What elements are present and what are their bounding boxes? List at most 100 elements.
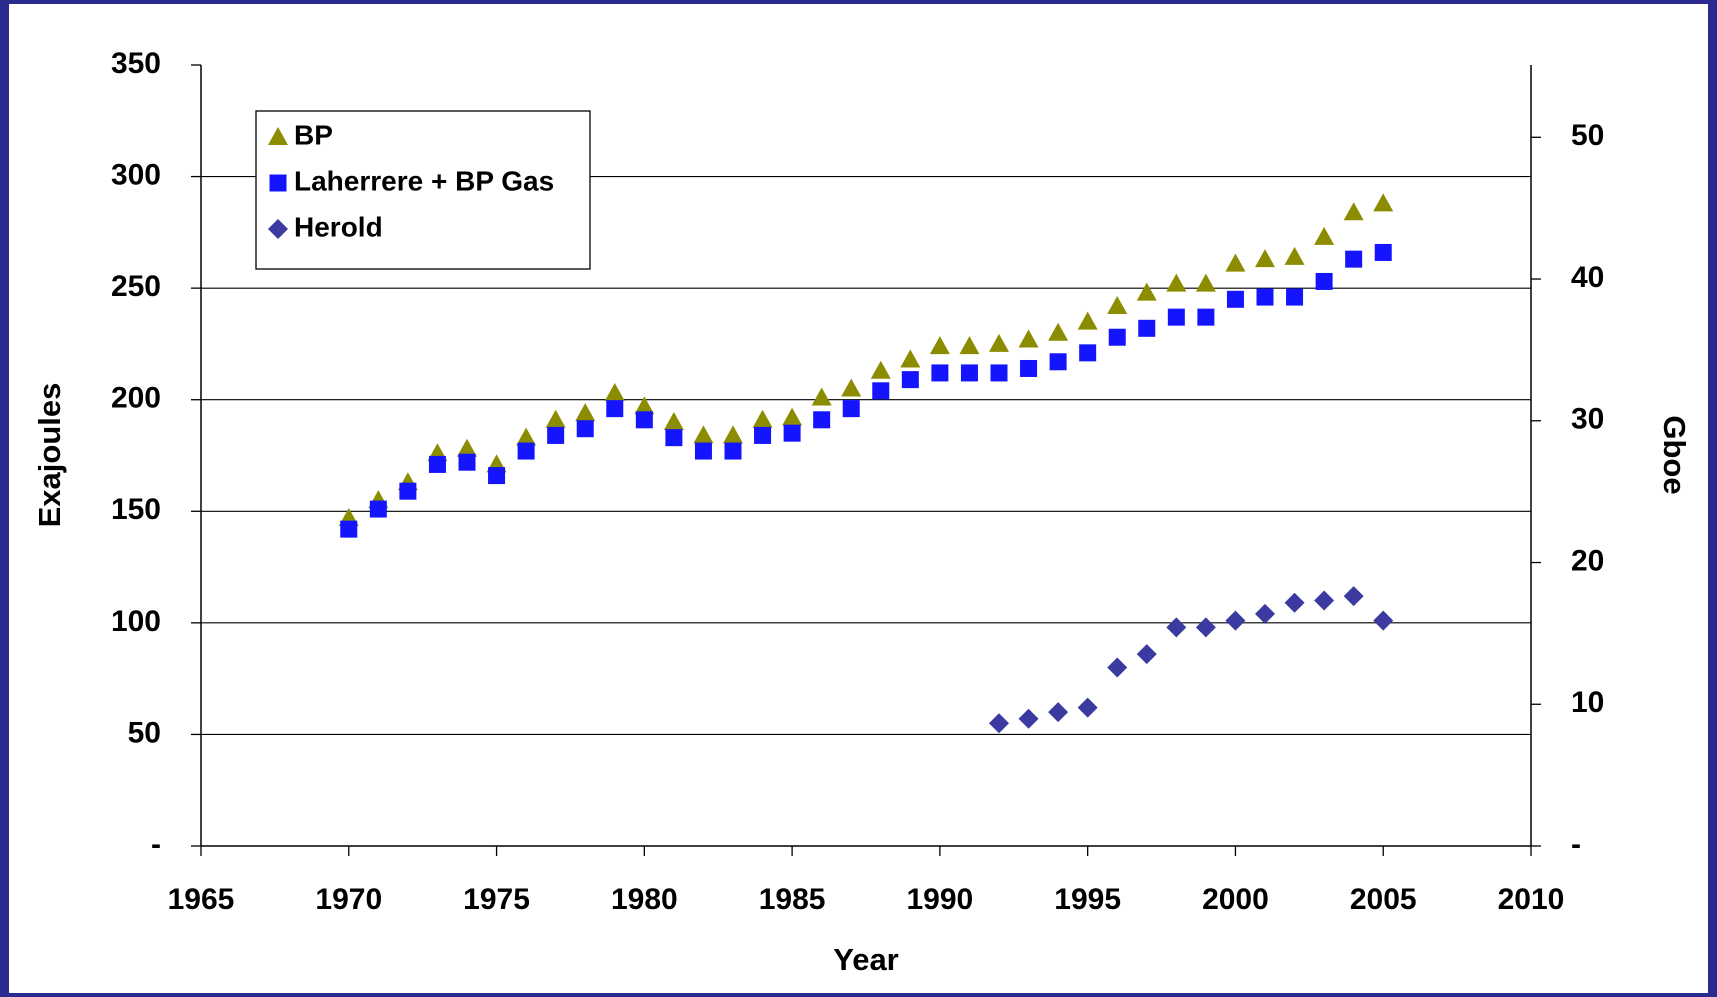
data-point xyxy=(1374,243,1392,261)
legend-label: BP xyxy=(294,119,333,150)
data-point xyxy=(488,467,506,485)
data-point xyxy=(1197,308,1215,326)
data-point xyxy=(989,713,1009,734)
data-point xyxy=(783,424,801,442)
data-point xyxy=(959,336,980,355)
data-point xyxy=(870,360,891,379)
data-point xyxy=(575,403,596,422)
y-tick-label: - xyxy=(151,828,161,861)
y-tick-label: 200 xyxy=(111,382,161,415)
x-tick-label: 2000 xyxy=(1202,883,1269,916)
legend-marker xyxy=(268,219,288,239)
data-point xyxy=(1166,617,1187,638)
y-tick-label: 350 xyxy=(111,47,161,80)
y2-tick-label: 50 xyxy=(1571,119,1604,152)
data-point xyxy=(1136,644,1157,665)
data-point xyxy=(1048,702,1069,723)
x-tick-label: 2005 xyxy=(1350,883,1417,916)
data-point xyxy=(665,429,683,447)
data-point xyxy=(989,333,1009,352)
data-point xyxy=(811,387,832,406)
data-point xyxy=(1255,603,1275,624)
legend-box xyxy=(255,110,591,270)
x-tick-label: 1965 xyxy=(168,883,235,916)
legend-label: Herold xyxy=(294,211,383,242)
data-point xyxy=(340,520,358,538)
data-point xyxy=(752,409,773,428)
data-point xyxy=(841,378,862,397)
data-point xyxy=(1136,282,1157,301)
data-point xyxy=(1108,328,1126,346)
y-tick-label: 250 xyxy=(111,270,161,303)
y2-tick-label: 20 xyxy=(1571,544,1604,577)
x-axis-label: Year xyxy=(833,942,899,977)
legend-marker xyxy=(269,174,287,192)
x-tick-label: 1975 xyxy=(463,883,530,916)
data-point xyxy=(1284,592,1305,613)
x-tick-label: 1995 xyxy=(1054,883,1121,916)
data-point xyxy=(606,400,624,418)
data-point xyxy=(1049,353,1067,371)
data-point xyxy=(1107,295,1128,314)
data-point xyxy=(1166,273,1187,292)
data-point xyxy=(724,442,742,460)
x-tick-label: 1970 xyxy=(315,883,382,916)
data-point xyxy=(1018,329,1039,348)
y2-tick-label: 40 xyxy=(1571,261,1604,294)
legend-marker xyxy=(268,127,288,145)
data-point xyxy=(1225,610,1246,631)
data-point xyxy=(457,438,477,457)
data-point xyxy=(1373,193,1394,212)
data-point xyxy=(604,383,625,402)
data-point xyxy=(516,427,537,446)
data-point xyxy=(428,455,446,473)
data-point xyxy=(931,364,949,382)
data-point xyxy=(990,364,1008,382)
data-point xyxy=(547,426,565,444)
data-point xyxy=(1226,290,1244,308)
x-tick-label: 1985 xyxy=(759,883,826,916)
legend-label: Laherrere + BP Gas xyxy=(294,165,554,196)
data-point xyxy=(1079,344,1097,362)
x-tick-label: 2010 xyxy=(1498,883,1565,916)
x-tick-label: 1980 xyxy=(611,883,678,916)
data-point xyxy=(1345,250,1363,268)
data-point xyxy=(458,453,476,471)
data-point xyxy=(1284,246,1305,265)
data-point xyxy=(1255,249,1275,268)
data-point xyxy=(1167,308,1185,326)
x-tick-label: 1990 xyxy=(907,883,974,916)
data-point xyxy=(960,364,978,382)
data-point xyxy=(1315,272,1333,290)
data-point xyxy=(1048,322,1069,341)
data-point xyxy=(901,371,919,389)
data-point xyxy=(1018,708,1039,729)
data-point xyxy=(545,409,566,428)
data-point xyxy=(1107,657,1128,678)
y-axis-label: Exajoules xyxy=(32,383,67,528)
data-point xyxy=(399,482,417,500)
data-point xyxy=(663,412,684,431)
y2-tick-label: 30 xyxy=(1571,403,1604,436)
data-point xyxy=(1020,359,1038,377)
data-point xyxy=(693,425,714,444)
y2-tick-label: 10 xyxy=(1571,686,1604,719)
y-tick-label: 50 xyxy=(128,716,161,749)
data-point xyxy=(929,336,950,355)
data-point xyxy=(782,407,803,426)
data-point xyxy=(1077,697,1098,718)
data-point xyxy=(813,411,831,429)
data-point xyxy=(1195,617,1216,638)
data-point xyxy=(1314,590,1335,611)
data-point xyxy=(694,442,712,460)
y-tick-label: 300 xyxy=(111,158,161,191)
data-point xyxy=(634,396,655,415)
data-point xyxy=(723,425,743,444)
data-point xyxy=(576,420,594,438)
data-point xyxy=(1373,610,1394,631)
data-point xyxy=(1225,253,1246,272)
data-point xyxy=(1286,288,1304,306)
data-point xyxy=(517,442,535,460)
